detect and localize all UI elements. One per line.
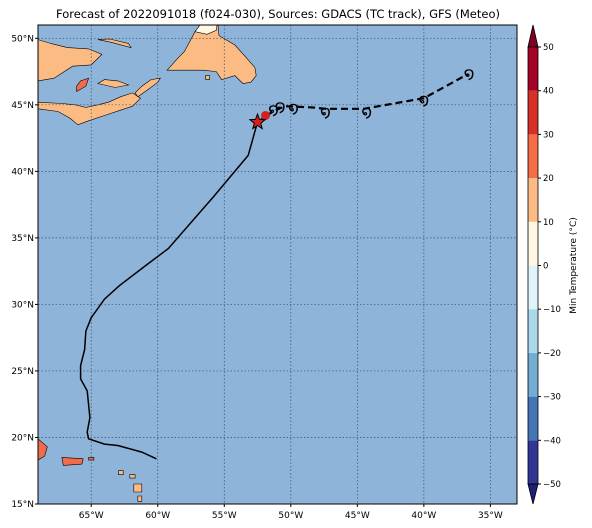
colorbar-tick-label: 10	[543, 218, 554, 228]
land-hispaniola	[38, 438, 48, 461]
colorbar-band	[528, 440, 538, 484]
y-tick-label: 30°N	[11, 300, 34, 310]
colorbar-tick-label: −20	[543, 349, 561, 359]
y-tick-label: 20°N	[11, 433, 34, 443]
cyclone-symbol-icon: ໑	[275, 97, 286, 117]
y-tick-label: 15°N	[11, 500, 34, 510]
colorbar-tick-label: 0	[543, 262, 548, 272]
x-tick-label: 55°W	[212, 511, 237, 521]
land-anticosti	[97, 38, 132, 49]
colorbar-label: Min Temperature (°C)	[569, 217, 579, 314]
colorbar-extend-low	[527, 483, 539, 505]
land-dominica	[137, 495, 143, 502]
figure-title: Forecast of 2022091018 (f024-030), Sourc…	[56, 7, 500, 21]
y-tick-label: 45°N	[11, 101, 34, 111]
x-tick-label: 50°W	[278, 511, 303, 521]
cyclone-symbol-icon: ໑	[320, 102, 331, 122]
colorbar-tick-label: −10	[543, 305, 561, 315]
colorbar-band	[528, 396, 538, 441]
cyclone-symbol-icon: ໑	[268, 100, 279, 120]
x-tick-label: 40°W	[411, 511, 436, 521]
colorbar-band	[528, 178, 538, 222]
cyclone-symbol-icon: ໑	[361, 102, 372, 122]
land-antigua	[129, 474, 136, 479]
cyclone-symbol-icon: ໑	[418, 91, 429, 111]
x-tick-label: 45°W	[345, 511, 370, 521]
y-tick-label: 25°N	[11, 367, 34, 377]
land-puerto-rico	[61, 457, 84, 466]
x-tick-label: 35°W	[478, 511, 503, 521]
land-newfoundland-north-pale	[194, 25, 218, 35]
colorbar-band	[528, 134, 538, 179]
colorbar-tick-label: 50	[543, 43, 554, 53]
track-past-line	[79, 121, 259, 460]
land-cape-breton	[134, 77, 162, 98]
cyclone-symbol-icon: ໑	[464, 64, 475, 84]
colorbar-band	[528, 221, 538, 266]
land-warm-patch	[76, 77, 90, 93]
colorbar-band	[528, 90, 538, 135]
land-st-kitts	[118, 470, 124, 476]
land-guadeloupe	[133, 483, 143, 493]
colorbar-band	[528, 352, 538, 397]
land-virgin-islands	[88, 457, 95, 461]
x-tick-label: 60°W	[145, 511, 170, 521]
colorbar-tick-label: −30	[543, 393, 561, 403]
colorbar-band	[528, 265, 538, 310]
colorbar-tick-label: −50	[543, 480, 561, 490]
colorbar-tick-label: 40	[543, 87, 554, 97]
land-st-pierre	[205, 75, 210, 80]
track-forecast-line	[256, 73, 469, 124]
colorbar-tick-label: −40	[543, 436, 561, 446]
land-new-brunswick-quebec	[38, 25, 103, 82]
x-tick-label: 65°W	[79, 511, 104, 521]
map-panel: ໑໑໑໑໑໑໑65°W 60°W 55°W 50°W 45°W 40°W 35°W15°N2…	[11, 24, 518, 521]
current-position-star-icon	[248, 112, 267, 130]
map-content: ໑໑໑໑໑໑໑	[38, 25, 517, 504]
land-pei	[97, 79, 130, 88]
land-nova-scotia	[38, 92, 141, 126]
colorbar-tick-label: 20	[543, 174, 554, 184]
cyclone-symbol-icon: ໑	[288, 98, 299, 118]
y-tick-label: 35°N	[11, 234, 34, 244]
colorbar: 50 40 30 20 10 0 −10 −20 −30 −40 −50 Min Temperatur…	[527, 24, 579, 505]
colorbar-band	[528, 309, 538, 353]
warm-spot-marker	[261, 110, 271, 120]
y-tick-label: 50°N	[11, 34, 34, 44]
map-frame	[37, 24, 518, 505]
colorbar-band	[528, 47, 538, 91]
colorbar-extend-high	[527, 24, 539, 48]
colorbar-tick-label: 30	[543, 130, 554, 140]
y-tick-label: 40°N	[11, 167, 34, 177]
